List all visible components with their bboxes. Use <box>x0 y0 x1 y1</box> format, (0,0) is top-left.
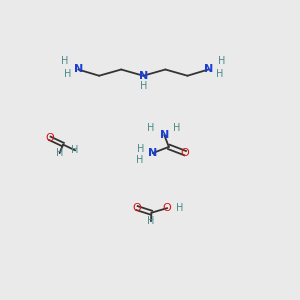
Text: O: O <box>181 148 190 158</box>
Text: H: H <box>136 154 143 165</box>
Text: H: H <box>61 56 69 66</box>
Text: H: H <box>147 123 155 134</box>
Text: N: N <box>148 148 157 158</box>
Text: H: H <box>216 69 223 79</box>
Text: H: H <box>176 203 184 213</box>
Text: O: O <box>45 133 54 143</box>
Text: H: H <box>56 148 63 158</box>
Text: O: O <box>163 203 172 213</box>
Text: H: H <box>136 144 144 154</box>
Text: N: N <box>139 71 148 81</box>
Text: H: H <box>218 56 226 66</box>
Text: H: H <box>64 69 71 79</box>
Text: N: N <box>204 64 213 74</box>
Text: N: N <box>160 130 169 140</box>
Text: H: H <box>140 81 147 92</box>
Text: N: N <box>74 64 83 74</box>
Text: O: O <box>133 203 141 213</box>
Text: H: H <box>147 216 155 226</box>
Text: H: H <box>71 145 79 155</box>
Text: H: H <box>173 123 181 134</box>
